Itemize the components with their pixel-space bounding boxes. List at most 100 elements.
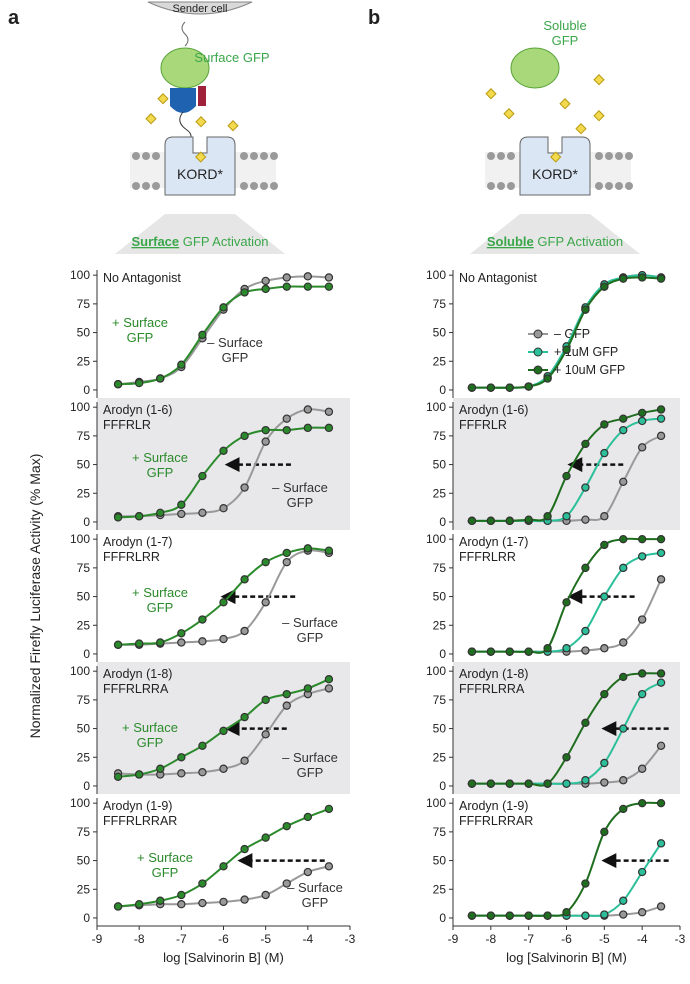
- y-tick-label: 0: [83, 647, 90, 661]
- data-point: [324, 423, 334, 433]
- y-tick-label: 50: [433, 854, 447, 868]
- data-point: [637, 408, 647, 418]
- y-tick-label: 0: [83, 515, 90, 529]
- data-point: [524, 515, 533, 524]
- data-point: [177, 753, 186, 762]
- data-point: [581, 483, 590, 492]
- data-point: [619, 414, 628, 423]
- x-tick-label: -4: [302, 932, 313, 946]
- data-point: [198, 767, 207, 777]
- legend-marker: [533, 329, 543, 339]
- data-point: [543, 779, 552, 788]
- data-point: [261, 598, 270, 607]
- panel-subtitle: FFFRLRRA: [103, 682, 169, 696]
- y-tick-label: 50: [433, 722, 447, 736]
- data-point: [113, 772, 123, 781]
- data-point: [619, 804, 628, 814]
- data-point: [113, 640, 123, 649]
- data-point: [177, 890, 186, 900]
- data-point: [219, 897, 228, 907]
- data-point: [303, 423, 313, 433]
- data-point: [113, 513, 123, 522]
- data-point: [656, 274, 666, 283]
- data-point: [637, 416, 647, 426]
- data-point: [261, 557, 270, 567]
- series-label: – Surface GFP: [272, 480, 328, 510]
- y-tick-label: 25: [77, 882, 91, 896]
- ligand-box: Soluble GFP: [543, 18, 586, 48]
- x-tick-label: -5: [260, 932, 271, 946]
- data-point: [261, 695, 270, 705]
- series-label: – Surface GFP: [282, 750, 338, 780]
- data-point: [303, 272, 313, 281]
- data-point: [637, 764, 647, 773]
- data-point: [240, 895, 249, 904]
- anchor: [170, 88, 196, 113]
- data-point: [505, 779, 514, 788]
- x-tick-label: -7: [176, 932, 187, 946]
- data-point: [177, 500, 186, 509]
- data-point: [240, 431, 249, 441]
- data-point: [656, 669, 666, 678]
- data-point: [619, 910, 628, 919]
- x-tick-label: -5: [599, 932, 610, 946]
- data-point: [581, 563, 590, 573]
- data-point: [134, 512, 144, 521]
- data-point: [600, 448, 609, 458]
- x-tick-label: -6: [218, 932, 229, 946]
- banner-text: Surface GFP Activation: [131, 234, 268, 249]
- y-tick-label: 75: [77, 693, 91, 707]
- y-tick-label: 100: [70, 400, 90, 414]
- data-point: [562, 644, 571, 653]
- data-point: [543, 374, 552, 383]
- data-point: [198, 615, 207, 624]
- data-point: [619, 672, 628, 682]
- data-point: [637, 908, 647, 917]
- banner-rest: GFP Activation: [183, 234, 269, 249]
- y-tick-label: 100: [426, 796, 446, 810]
- y-tick-label: 0: [439, 911, 446, 925]
- data-point: [600, 540, 609, 550]
- y-tick-label: 100: [70, 268, 90, 282]
- data-point: [156, 764, 165, 773]
- data-point: [581, 305, 590, 314]
- data-point: [656, 405, 666, 414]
- sender-label: Sender cell: [172, 3, 227, 15]
- data-point: [113, 380, 123, 389]
- y-tick-label: 0: [83, 383, 90, 397]
- data-point: [219, 862, 228, 871]
- y-tick-label: 75: [433, 429, 447, 443]
- banner-text: Soluble GFP Activation: [487, 234, 623, 249]
- y-tick-label: 25: [433, 882, 447, 896]
- y-tick-label: 100: [426, 664, 446, 678]
- data-point: [486, 647, 496, 656]
- data-point: [562, 471, 571, 481]
- ligand-label: Surface GFP: [194, 50, 269, 65]
- data-point: [198, 637, 207, 646]
- panel-title: Arodyn (1-6): [459, 403, 528, 417]
- data-point: [282, 701, 291, 710]
- data-point: [637, 552, 647, 561]
- data-point: [562, 779, 571, 788]
- data-point: [156, 508, 165, 517]
- series-label: – Surface GFP: [282, 615, 338, 645]
- data-point: [303, 544, 313, 553]
- panel-title: Arodyn (1-7): [459, 535, 528, 549]
- membrane-a: [130, 136, 278, 196]
- panel-title: Arodyn (1-9): [459, 799, 528, 813]
- fit-curve: [471, 842, 662, 917]
- data-point: [505, 911, 514, 920]
- x-tick-label: -3: [345, 932, 356, 946]
- data-point: [656, 741, 666, 750]
- panel-subtitle: FFFRLRRAR: [103, 814, 177, 828]
- panel-label: b: [368, 7, 380, 29]
- data-point: [282, 689, 291, 699]
- membrane-b: [485, 136, 633, 196]
- data-point: [637, 669, 647, 678]
- data-point: [282, 273, 291, 282]
- x-tick-label: -7: [523, 932, 534, 946]
- y-tick-label: 25: [433, 750, 447, 764]
- data-point: [324, 282, 334, 291]
- x-axis-label: log [Salvinorin B] (M): [506, 950, 627, 965]
